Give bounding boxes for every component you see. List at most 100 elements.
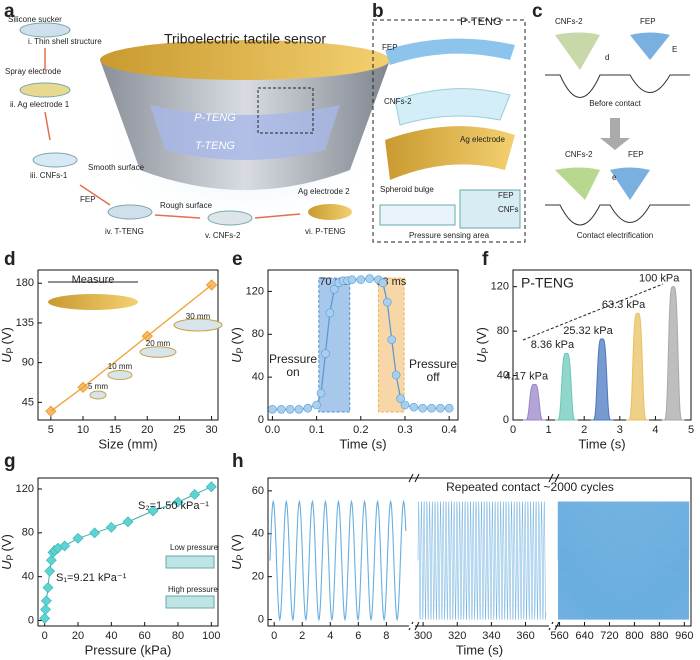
marker [205, 481, 217, 493]
y-label-main: U [0, 353, 14, 363]
panel-b: P-TENG FEP CNFs-2 Ag electrode Spheroid … [372, 16, 526, 243]
sensor-icon [48, 294, 138, 310]
annotation: S₁=9.21 kPa⁻¹ [56, 572, 127, 584]
annotation: Measure [72, 274, 115, 286]
size-icon [139, 346, 177, 358]
x-tick-label: 15 [109, 424, 121, 436]
note: Spray electrode [5, 67, 62, 76]
plot-frame [267, 477, 692, 627]
fep-tip [630, 32, 670, 60]
marker [303, 403, 313, 413]
label: P-TENG [460, 16, 502, 28]
marker [147, 505, 159, 517]
x-tick-label: 2 [299, 630, 305, 642]
detail-box [372, 19, 526, 243]
annotation: 10 mm [108, 362, 133, 371]
step-icon [19, 82, 71, 98]
step-icon [207, 210, 253, 226]
marker [409, 402, 419, 412]
marker [329, 284, 339, 294]
label: Pressure sensing area [409, 231, 490, 240]
cnf-layer [394, 88, 511, 126]
peak [661, 286, 685, 421]
inset [165, 555, 215, 569]
signal [557, 501, 690, 620]
panel-label: a [4, 1, 15, 22]
note: Smooth surface [88, 163, 145, 172]
panel-label: e [232, 249, 243, 270]
line [272, 277, 450, 410]
annotation-line: Pressure [269, 352, 317, 366]
marker [400, 400, 410, 410]
marker [268, 404, 277, 414]
marker [45, 405, 57, 417]
marker [418, 403, 427, 413]
panel-label: h [232, 451, 244, 472]
panel-label: f [482, 249, 489, 270]
inset [165, 595, 215, 609]
annotation-line: Pressure [409, 357, 457, 371]
x-tick-label: 0 [510, 424, 516, 436]
marker [312, 400, 321, 410]
plot-frame [267, 269, 459, 421]
marker [427, 403, 436, 413]
panel-label: b [372, 1, 384, 22]
step-label: v. CNFs-2 [205, 231, 241, 240]
annotation: 30 mm [186, 312, 211, 321]
x-tick-label: 0 [271, 630, 277, 642]
y-tick-label: 180 [16, 277, 34, 289]
plot-frame [37, 477, 219, 627]
y-label-unit: (V) [0, 327, 14, 344]
marker [141, 330, 153, 342]
y-label-sub: P [480, 347, 490, 353]
label: CNFs-2 [555, 17, 583, 26]
y-tick-label: 40 [252, 528, 264, 540]
y-label-sub: P [5, 554, 15, 560]
x-tick-label: 20 [72, 630, 84, 642]
x-tick-label: 800 [625, 630, 643, 642]
annotation: 5 mm [88, 382, 108, 391]
peak-label: 4.17 kPa [505, 370, 549, 382]
panel-label: d [4, 249, 16, 270]
marker [205, 279, 218, 291]
step-icon [107, 204, 153, 220]
x-tick-label: 360 [516, 630, 534, 642]
step-label: ii. Ag electrode 1 [10, 100, 70, 109]
x-tick-label: 4 [327, 630, 333, 642]
marker [122, 516, 134, 528]
peak-label: 100 kPa [639, 273, 680, 285]
marker [356, 275, 366, 284]
x-tick-label: 640 [575, 630, 593, 642]
label: Ag electrode [460, 135, 505, 144]
y-tick-label: 45 [22, 396, 34, 408]
y-tick-label: 80 [497, 325, 509, 337]
fep-layer [385, 38, 515, 65]
label: FEP [628, 150, 644, 159]
step-label: iv. T-TENG [105, 227, 144, 236]
y-tick-label: 40 [497, 369, 509, 381]
x-tick-label: 10 [77, 424, 89, 436]
marker [44, 565, 56, 577]
y-tick-label: 60 [252, 485, 264, 497]
layer-label: P-TENG [194, 112, 236, 124]
marker [72, 532, 84, 544]
marker [444, 403, 454, 413]
label: Contact electrification [577, 231, 653, 240]
step-label: iii. CNFs-1 [30, 171, 68, 180]
marker [40, 604, 51, 615]
ag-layer [385, 126, 515, 180]
title: Triboelectric tactile sensor [164, 31, 326, 47]
x-tick-label: 25 [173, 424, 185, 436]
x-tick-label: 6 [355, 630, 361, 642]
annotation: Low pressure [170, 543, 219, 552]
x-tick-label: 4 [652, 424, 658, 436]
marker [316, 388, 326, 398]
y-label-main: U [229, 353, 244, 363]
label: Before contact [589, 99, 641, 108]
x-tick-label: 0.4 [442, 424, 457, 436]
annotation-line: off [426, 370, 440, 384]
label: CNFs [498, 205, 518, 214]
step-arrow [44, 48, 301, 219]
y-tick-label: 90 [22, 357, 34, 369]
marker [40, 595, 52, 607]
